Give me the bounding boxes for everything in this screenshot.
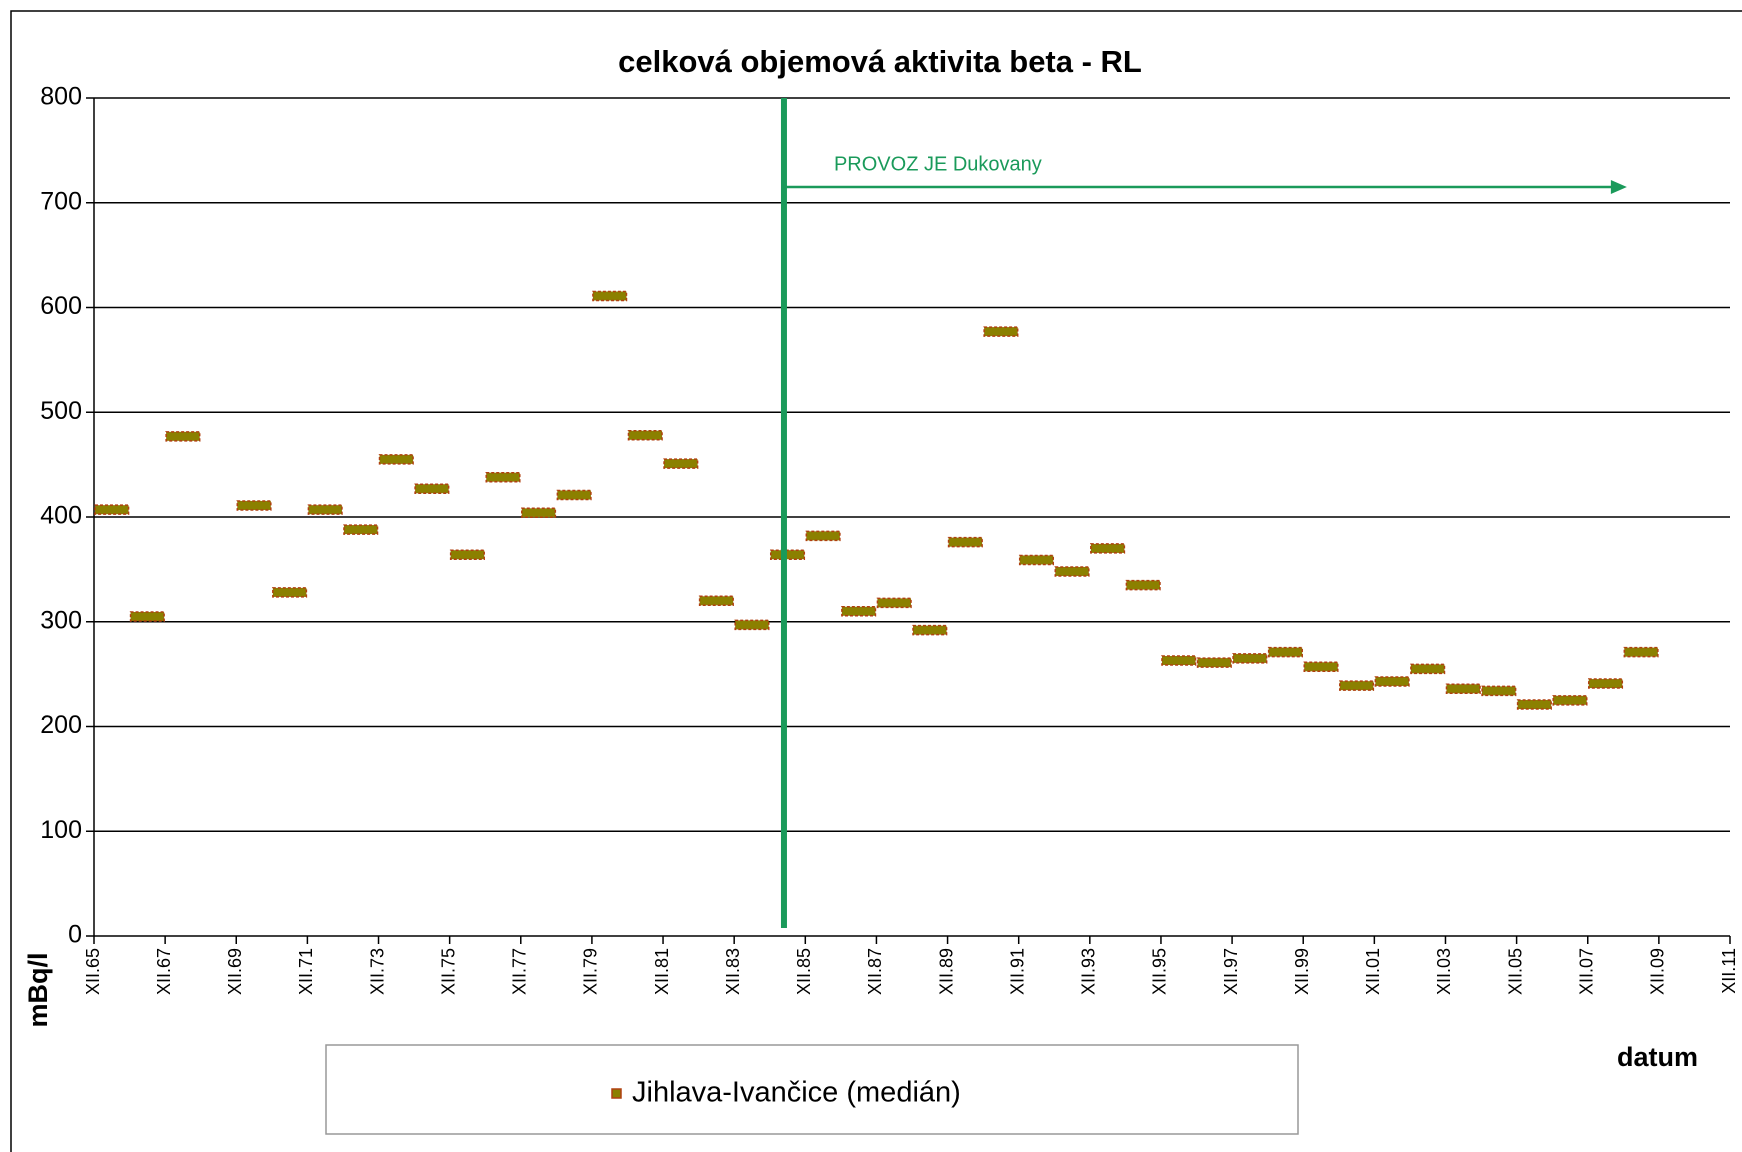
x-tick-label: XII.67 — [154, 948, 174, 995]
x-tick-label: XII.07 — [1576, 948, 1596, 995]
marker — [521, 507, 557, 519]
marker — [805, 530, 841, 542]
legend-label: Jihlava-Ivančice (medián) — [632, 1077, 961, 1109]
marker — [1339, 680, 1375, 691]
y-tick-label: 500 — [40, 397, 82, 425]
x-tick-label: XII.11 — [1719, 948, 1739, 994]
marker — [627, 430, 663, 441]
chart-title: celková objemová aktivita beta - RL — [618, 44, 1142, 79]
marker — [449, 549, 485, 560]
marker — [876, 597, 912, 609]
marker — [1125, 579, 1161, 591]
marker — [912, 624, 948, 636]
marker — [94, 504, 130, 515]
annotation-text: PROVOZ JE Dukovany — [834, 153, 1042, 175]
marker — [1267, 646, 1303, 658]
marker — [1303, 661, 1339, 673]
arrow-head — [1610, 180, 1627, 195]
marker — [1196, 657, 1232, 668]
marker — [236, 500, 272, 511]
marker — [1587, 678, 1624, 689]
marker — [1481, 685, 1517, 697]
x-tick-label: XII.81 — [652, 948, 672, 995]
x-tick-label: XII.99 — [1292, 948, 1312, 995]
x-tick-label: XII.89 — [936, 948, 956, 995]
x-tick-label: XII.01 — [1363, 948, 1383, 995]
marker — [592, 290, 628, 302]
marker — [1445, 683, 1481, 695]
marker — [1374, 676, 1410, 687]
x-tick-label: XII.83 — [723, 948, 743, 995]
marker — [841, 606, 877, 617]
y-tick-label: 100 — [40, 816, 82, 844]
y-tick-label: 200 — [40, 711, 82, 739]
y-tick-label: 700 — [40, 187, 82, 215]
marker — [769, 549, 806, 560]
y-tick-label: 300 — [40, 606, 82, 634]
y-tick-label: 0 — [68, 921, 82, 949]
marker — [698, 595, 734, 607]
marker — [556, 489, 592, 501]
marker — [1516, 699, 1552, 710]
marker — [129, 611, 165, 622]
marker — [1054, 566, 1090, 577]
x-tick-label: XII.73 — [367, 948, 387, 995]
marker — [1232, 653, 1268, 664]
y-tick-label: 400 — [40, 502, 82, 530]
legend-marker — [611, 1088, 622, 1099]
marker — [1623, 646, 1659, 658]
x-tick-label: XII.97 — [1221, 948, 1241, 995]
y-axis-label: mBq/l — [23, 952, 53, 1027]
x-tick-label: XII.77 — [510, 948, 530, 995]
x-tick-label: XII.71 — [296, 948, 316, 995]
x-tick-label: XII.03 — [1434, 948, 1454, 995]
marker — [1090, 543, 1126, 554]
marker — [272, 587, 308, 598]
x-tick-label: XII.05 — [1505, 948, 1525, 995]
x-tick-label: XII.87 — [865, 948, 885, 995]
marker — [734, 619, 770, 631]
marker — [1161, 655, 1197, 666]
marker — [947, 536, 983, 548]
y-tick-label: 800 — [40, 83, 82, 111]
marker — [378, 454, 414, 465]
x-axis-label: datum — [1617, 1042, 1698, 1072]
x-tick-label: XII.85 — [794, 948, 814, 995]
frame — [10, 10, 1742, 1152]
y-tick-label: 600 — [40, 292, 82, 320]
marker — [1018, 554, 1055, 566]
marker — [343, 524, 379, 535]
legend — [325, 1044, 1299, 1135]
marker — [165, 431, 201, 442]
marker — [663, 458, 699, 469]
marker — [1552, 695, 1588, 706]
x-tick-label: XII.79 — [581, 948, 601, 995]
x-tick-label: XII.95 — [1150, 948, 1170, 995]
x-tick-label: XII.93 — [1079, 948, 1099, 995]
marker — [983, 326, 1019, 337]
marker — [485, 471, 521, 483]
x-tick-label: XII.69 — [225, 948, 245, 995]
marker — [414, 483, 450, 494]
x-tick-label: XII.65 — [83, 948, 103, 995]
x-tick-label: XII.09 — [1648, 948, 1668, 995]
marker — [1410, 663, 1446, 675]
marker — [307, 504, 343, 515]
x-tick-label: XII.91 — [1007, 948, 1027, 995]
x-tick-label: XII.75 — [438, 948, 458, 995]
